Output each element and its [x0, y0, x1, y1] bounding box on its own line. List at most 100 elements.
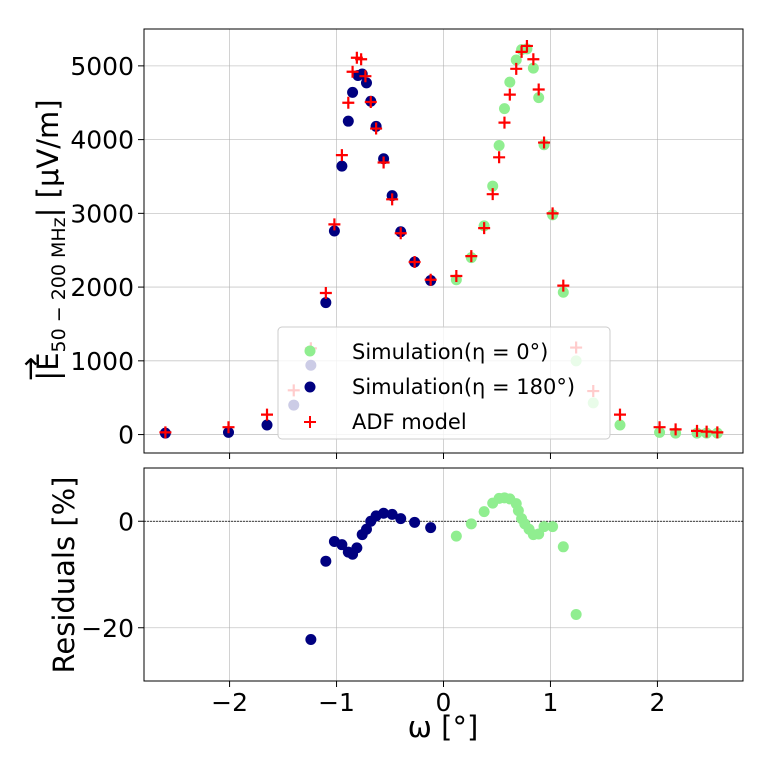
data-point [425, 522, 437, 534]
y-tick-label: 5000 [70, 52, 134, 81]
top-panel: 0 1000 2000 3000 4000 5000 [70, 28, 744, 459]
data-point-plus [328, 218, 341, 231]
data-point [450, 530, 462, 542]
top-y-axis-label: |E50 − 200 MHz| [μV/m] [31, 99, 70, 380]
x-tick-label: 0 [436, 688, 452, 717]
data-point-plus [377, 156, 390, 169]
y-tick-label: 0 [118, 507, 134, 536]
data-point-plus [424, 273, 437, 286]
y-tick-label: 1000 [70, 347, 134, 376]
data-point-plus [261, 408, 274, 421]
ylabel-arrow: → [13, 357, 47, 381]
data-point [570, 608, 582, 620]
data-point-plus [520, 39, 533, 52]
y-tick-label: 4000 [70, 126, 134, 155]
y-tick-label: 2000 [70, 273, 134, 302]
data-point [547, 521, 559, 533]
data-point [261, 419, 273, 431]
data-point-plus [669, 423, 682, 436]
data-point-plus [394, 227, 407, 240]
data-point [351, 542, 363, 554]
data-point-plus [546, 207, 559, 220]
y-tick-label: 3000 [70, 199, 134, 228]
data-point [386, 508, 398, 520]
legend-marker-eta180 [304, 381, 316, 393]
data-point-plus [359, 70, 372, 83]
legend-label-eta180: Simulation(η = 180°) [352, 375, 575, 399]
data-point [395, 513, 407, 525]
data-point [510, 54, 522, 66]
data-point-plus [613, 408, 626, 421]
data-point-plus [222, 421, 235, 434]
plot-frame [143, 467, 744, 682]
legend-box [277, 326, 611, 440]
ylabel-unit: | [μV/m] [31, 99, 65, 217]
legend-marker-eta0 [304, 345, 316, 357]
x-tick-label: −2 [211, 688, 248, 717]
data-point [378, 507, 390, 519]
data-point-plus [370, 122, 383, 135]
ylabel-subscript: 50 − 200 MHz [48, 217, 70, 352]
data-point [347, 86, 359, 98]
data-point [478, 506, 490, 518]
data-point [498, 103, 510, 115]
data-point [538, 521, 550, 533]
data-point-plus [450, 270, 463, 283]
data-point-plus [159, 426, 172, 439]
bottom-panel: −2 −1 0 1 2 −20 0 [81, 467, 744, 717]
x-tick-label: −1 [318, 688, 355, 717]
data-point-plus [335, 149, 348, 162]
bottom-y-axis-label: Residuals [%] [47, 477, 81, 674]
data-point-plus [515, 45, 528, 58]
data-point [614, 419, 626, 431]
data-point-plus [493, 151, 506, 164]
data-point [504, 76, 516, 88]
data-point-plus [700, 425, 713, 438]
data-point [328, 225, 340, 237]
data-point-plus [319, 286, 332, 299]
data-point [493, 140, 505, 152]
data-point-plus [711, 426, 724, 439]
data-point-plus [510, 62, 523, 75]
data-point-plus [486, 188, 499, 201]
legend-marker-adf [304, 416, 316, 428]
data-point [305, 633, 317, 645]
data-point [342, 115, 354, 127]
data-point-plus [557, 279, 570, 292]
data-point [487, 180, 499, 192]
x-tick-label: 2 [649, 688, 665, 717]
data-point-plus [498, 116, 511, 129]
data-point [360, 77, 372, 89]
data-point [465, 518, 477, 530]
y-tick-label: 0 [118, 421, 134, 450]
data-point-plus [355, 53, 368, 66]
legend-label-adf: ADF model [352, 410, 467, 434]
data-point [533, 92, 545, 104]
data-point [336, 160, 348, 172]
data-point-plus [527, 53, 540, 66]
data-point-plus [386, 193, 399, 206]
data-point [557, 286, 569, 298]
data-point [409, 516, 421, 528]
legend: Simulation(η = 0°) Simulation(η = 180°) … [277, 326, 611, 440]
data-point [320, 555, 332, 567]
data-point [557, 541, 569, 553]
plot-frame [143, 28, 744, 454]
data-point-plus [342, 96, 355, 109]
data-point-plus [653, 421, 666, 434]
x-axis-label: ω [°] [408, 710, 479, 744]
data-point-plus [408, 256, 421, 269]
ylabel-main: |E [31, 352, 65, 380]
legend-label-eta0: Simulation(η = 0°) [352, 340, 548, 364]
data-point [336, 539, 348, 551]
data-point-plus [346, 65, 359, 78]
data-point-plus [538, 136, 551, 149]
data-point-plus [503, 88, 516, 101]
series-0 [450, 492, 582, 620]
data-point-plus [364, 96, 377, 109]
data-point [527, 62, 539, 74]
series-1 [305, 507, 437, 645]
data-point [320, 297, 332, 309]
x-tick-label: 1 [543, 688, 559, 717]
y-tick-label: −20 [81, 614, 134, 643]
